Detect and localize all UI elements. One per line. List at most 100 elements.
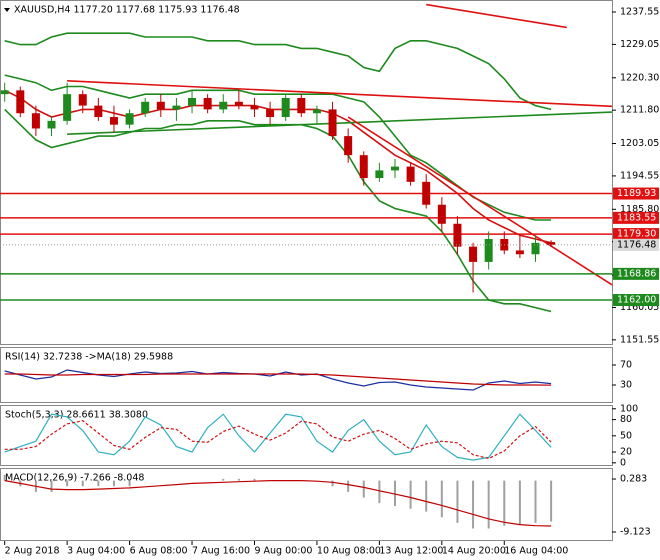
level-label: 1162.00 bbox=[617, 295, 656, 306]
candle-body bbox=[234, 101, 243, 106]
candle-body bbox=[547, 242, 556, 245]
macd-bar bbox=[393, 480, 396, 506]
panel-title: XAUUSD,H4 1177.20 1177.68 1175.93 1176.4… bbox=[14, 5, 240, 16]
macd-bar bbox=[456, 480, 459, 523]
x-tick-label: 13 Aug 12:00 bbox=[379, 546, 443, 557]
macd-bar bbox=[66, 480, 69, 487]
candle-body bbox=[188, 97, 197, 106]
y-tick-label: 1237.55 bbox=[620, 7, 659, 18]
candle-body bbox=[109, 117, 118, 125]
candle-body bbox=[219, 101, 228, 110]
macd-bar bbox=[550, 480, 553, 522]
macd-bar bbox=[81, 480, 84, 487]
macd-bar bbox=[503, 480, 506, 526]
macd-bar bbox=[487, 480, 490, 529]
rsi-frame bbox=[0, 347, 613, 403]
panel-title: MACD(12,26,9) -7.266 -8.048 bbox=[5, 473, 144, 484]
candle-body bbox=[515, 250, 524, 255]
macd-bar bbox=[253, 478, 256, 481]
y-tick-label: 1185.80 bbox=[620, 204, 659, 215]
y-tick-label: 1220.30 bbox=[620, 72, 659, 83]
trendline bbox=[67, 111, 613, 135]
macd-bar bbox=[97, 480, 100, 487]
macd-bar bbox=[237, 478, 240, 481]
menu-triangle bbox=[4, 8, 10, 12]
level-label: 1183.55 bbox=[617, 212, 656, 223]
indicator-line bbox=[4, 32, 552, 111]
candle-body bbox=[484, 239, 493, 262]
level-label: 1179.30 bbox=[617, 229, 656, 240]
x-tick-label: 7 Aug 16:00 bbox=[192, 546, 250, 557]
candle-body bbox=[31, 113, 40, 129]
macd-bar bbox=[331, 480, 334, 487]
candle-body bbox=[312, 109, 321, 114]
candle-body bbox=[297, 97, 306, 114]
x-tick-label: 16 Aug 04:00 bbox=[504, 546, 568, 557]
trendline bbox=[426, 3, 567, 29]
candle-body bbox=[531, 242, 540, 255]
candle-body bbox=[172, 105, 181, 110]
candle-body bbox=[469, 246, 478, 262]
candle-body bbox=[141, 101, 150, 114]
candle-body bbox=[125, 113, 134, 125]
indicator-line bbox=[4, 369, 552, 391]
candle-body bbox=[203, 97, 212, 110]
signal-line bbox=[4, 480, 552, 527]
candle-body bbox=[437, 204, 446, 224]
candle-body bbox=[375, 170, 384, 179]
level-label-box bbox=[613, 211, 659, 224]
macd-bar bbox=[425, 480, 428, 512]
y-tick-label: 70 bbox=[620, 360, 632, 371]
candle-body bbox=[0, 90, 9, 95]
level-label-box bbox=[613, 267, 659, 280]
candle-body bbox=[359, 155, 368, 179]
candle-body bbox=[78, 94, 87, 106]
macd-bar bbox=[128, 480, 131, 487]
macd-frame bbox=[0, 468, 613, 541]
candle-body bbox=[344, 136, 353, 156]
indicator-line bbox=[4, 108, 552, 313]
macd-bar bbox=[378, 480, 381, 504]
candle-body bbox=[47, 120, 56, 129]
indicator-line bbox=[4, 89, 552, 244]
y-tick-label: 1151.55 bbox=[620, 334, 659, 345]
last-price-label: 1176.48 bbox=[617, 239, 656, 250]
trendline bbox=[67, 80, 613, 108]
candle-body bbox=[266, 109, 275, 118]
macd-bar bbox=[534, 480, 537, 523]
candle-body bbox=[250, 105, 259, 110]
x-tick-label: 2 Aug 2018 bbox=[5, 546, 60, 557]
y-tick-label: 0.283 bbox=[620, 474, 647, 485]
x-tick-label: 6 Aug 08:00 bbox=[130, 546, 188, 557]
candle-body bbox=[16, 90, 25, 114]
x-tick-label: 10 Aug 08:00 bbox=[317, 546, 381, 557]
last-price-box bbox=[613, 238, 659, 251]
candle-body bbox=[94, 105, 103, 118]
y-tick-label: 1194.55 bbox=[620, 170, 659, 181]
candle-body bbox=[156, 101, 165, 110]
macd-bar bbox=[222, 478, 225, 481]
candle-body bbox=[406, 166, 415, 182]
macd-bar bbox=[362, 480, 365, 498]
macd-bar bbox=[112, 480, 115, 487]
indicator-line bbox=[4, 413, 552, 461]
level-label-box bbox=[613, 228, 659, 241]
y-tick-label: 30 bbox=[620, 380, 632, 391]
main-frame bbox=[0, 0, 613, 345]
y-tick-label: 1203.05 bbox=[620, 138, 659, 149]
panel-title: RSI(14) 32.7238 ->MA(18) 29.5988 bbox=[5, 352, 173, 363]
level-label: 1168.86 bbox=[617, 268, 656, 279]
level-label-box bbox=[613, 294, 659, 307]
macd-bar bbox=[3, 474, 6, 481]
level-label: 1189.93 bbox=[617, 188, 656, 199]
macd-bar bbox=[347, 480, 350, 492]
macd-bar bbox=[409, 480, 412, 509]
indicator-line bbox=[4, 373, 552, 386]
candle-body bbox=[390, 166, 399, 171]
y-tick-label: 1211.80 bbox=[620, 105, 659, 116]
candle-body bbox=[422, 181, 431, 205]
macd-bar bbox=[50, 480, 53, 492]
y-tick-label: 80 bbox=[620, 414, 632, 425]
candle-body bbox=[453, 223, 462, 247]
